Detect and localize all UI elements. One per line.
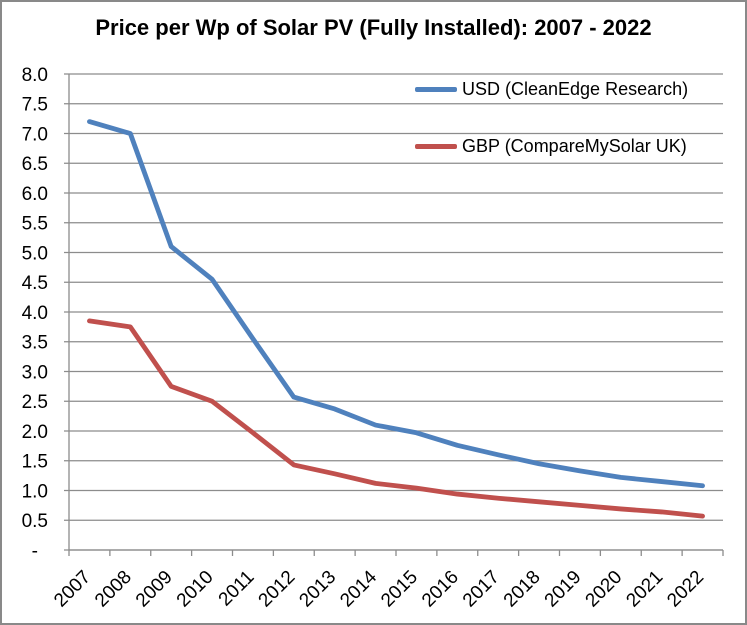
gbp-line: [87, 318, 705, 519]
x-axis-label: 2021: [622, 567, 667, 612]
legend-item-gbp: GBP (CompareMySolar UK): [415, 136, 687, 157]
y-axis-label: 5.5: [22, 214, 48, 235]
x-axis-label: 2007: [50, 567, 95, 612]
usd-line-swatch: [415, 87, 457, 92]
y-axis-label: 1.5: [22, 452, 48, 473]
y-axis-label: 8.0: [22, 65, 48, 86]
y-axis-label: 2.5: [22, 392, 48, 413]
y-axis-label: 1.0: [22, 481, 48, 502]
x-axis-label: 2013: [295, 567, 340, 612]
x-axis-label: 2012: [255, 567, 300, 612]
y-axis-label: 0.5: [22, 511, 48, 532]
y-axis-label: -: [32, 541, 38, 562]
y-axis-label: 4.0: [22, 303, 48, 324]
legend-item-usd: USD (CleanEdge Research): [415, 79, 688, 100]
x-axis-label: 2016: [418, 567, 463, 612]
chart-title: Price per Wp of Solar PV (Fully Installe…: [95, 15, 652, 40]
y-axis-label: 6.0: [22, 184, 48, 205]
legend-label-gbp: GBP (CompareMySolar UK): [462, 136, 687, 156]
legend-label-usd: USD (CleanEdge Research): [462, 79, 689, 99]
x-axis-label: 2010: [173, 567, 218, 612]
x-axis-label: 2019: [541, 567, 586, 612]
y-axis-label: 6.5: [22, 154, 48, 175]
x-axis-label: 2022: [663, 567, 708, 612]
x-axis-label: 2008: [91, 567, 136, 612]
usd-line: [87, 119, 705, 489]
y-axis-label: 4.5: [22, 273, 48, 294]
y-axis-label: 2.0: [22, 422, 48, 443]
x-axis-label: 2020: [582, 567, 627, 612]
y-axis-label: 5.0: [22, 243, 48, 264]
y-axis-label: 3.0: [22, 362, 48, 383]
x-axis-label: 2015: [377, 567, 422, 612]
y-axis-label: 7.5: [22, 95, 48, 116]
x-axis-label: 2014: [336, 566, 381, 611]
x-axis-label: 2011: [215, 567, 259, 611]
gbp-line-swatch: [415, 144, 457, 149]
x-axis-label: 2009: [132, 567, 177, 612]
y-axis-label: 7.0: [22, 124, 48, 145]
y-axis-label: 3.5: [22, 333, 48, 354]
x-axis-label: 2018: [500, 567, 545, 612]
x-axis-label: 2017: [459, 567, 504, 612]
